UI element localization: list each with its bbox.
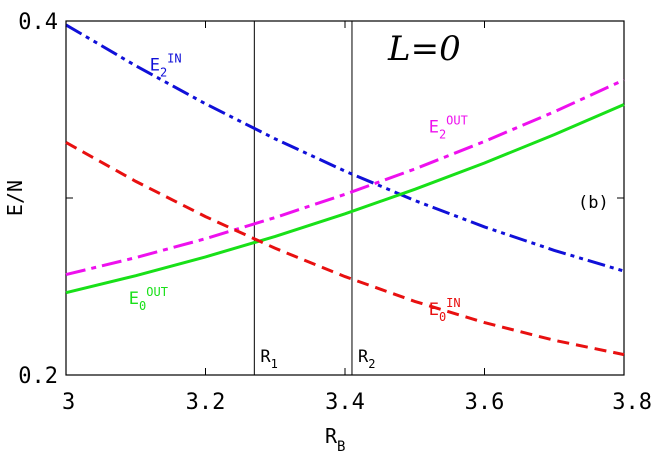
series-line-4 xyxy=(65,141,625,357)
series-label-2: E2OUT xyxy=(429,114,468,142)
vline-label-2: R2 xyxy=(358,347,375,371)
x-tick-label: 3 xyxy=(62,390,75,415)
series-labels: E2IN E2OUT E0OUT E0IN xyxy=(129,52,468,324)
y-axis-label: E/N xyxy=(3,180,27,216)
x-axis-label-main: R xyxy=(325,424,338,448)
y-tick-label: 0.4 xyxy=(18,10,58,35)
ticks xyxy=(65,20,625,376)
series-lines xyxy=(65,23,625,357)
x-axis-label: RB xyxy=(325,424,345,455)
x-tick-label: 3.4 xyxy=(325,390,365,415)
y-tick-label: 0.2 xyxy=(18,364,58,389)
x-axis-label-sub: B xyxy=(337,439,345,455)
vline-label-1: R1 xyxy=(260,347,277,371)
tick-labels: 3 3.2 3.4 3.6 3.8 0.2 0.4 xyxy=(18,10,652,415)
reference-lines: R1 R2 xyxy=(253,21,375,375)
series-label-3: E0OUT xyxy=(129,285,168,313)
series-line-2 xyxy=(65,78,625,277)
chart-title: L=0 xyxy=(387,29,461,69)
series-line-1 xyxy=(65,23,625,273)
panel-label: (b) xyxy=(578,193,609,213)
series-label-4: E0IN xyxy=(429,296,461,324)
series-label-1: E2IN xyxy=(150,52,182,80)
x-tick-label: 3.2 xyxy=(186,390,226,415)
series-line-3 xyxy=(65,103,625,295)
x-tick-label: 3.8 xyxy=(612,390,652,415)
x-tick-label: 3.6 xyxy=(465,390,505,415)
